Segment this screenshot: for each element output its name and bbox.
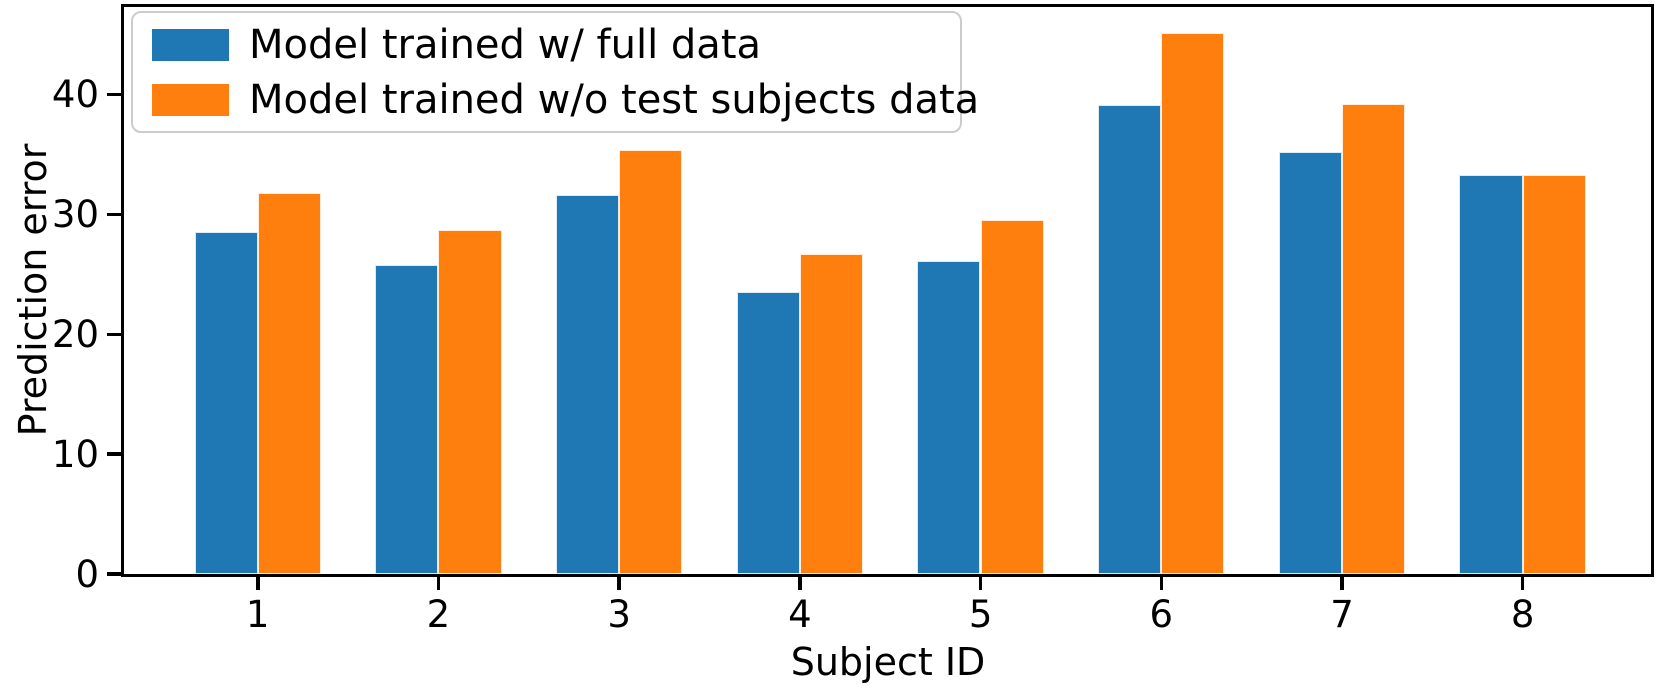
bar-subject-8-series-0 [1459,174,1523,574]
legend-label-0: Model trained w/ full data [249,21,762,68]
x-tick-label: 1 [245,593,270,636]
y-tick-mark [107,212,121,217]
x-axis-label: Subject ID [790,640,986,684]
legend-swatch-1 [152,83,229,116]
bar-subject-7-series-1 [1342,104,1406,574]
x-tick-mark [978,577,983,590]
y-tick-label: 40 [51,73,99,116]
x-tick-mark [1520,577,1525,590]
y-tick-label: 30 [51,192,99,236]
y-tick-label: 20 [51,312,99,356]
y-tick-mark [107,452,121,456]
legend-row-0: Model trained w/ full data [152,22,960,68]
bar-subject-5-series-0 [917,261,981,574]
bar-subject-4-series-0 [736,292,800,574]
bar-subject-8-series-1 [1522,174,1586,574]
x-tick-label: 8 [1510,593,1535,636]
y-tick-mark [107,92,121,97]
x-tick-label: 5 [968,593,993,636]
y-tick-mark [107,332,121,336]
legend: Model trained w/ full data Model trained … [131,11,979,133]
bar-subject-7-series-0 [1278,152,1342,574]
x-tick-mark [1340,577,1344,590]
x-tick-label: 7 [1330,593,1354,636]
bar-subject-1-series-1 [257,192,321,574]
x-tick-mark [1159,577,1163,590]
bar-subject-5-series-1 [980,220,1044,574]
x-tick-label: 6 [1149,593,1174,636]
x-tick-label: 3 [607,593,631,636]
bar-subject-1-series-0 [194,232,258,574]
bar-subject-3-series-1 [619,149,683,574]
legend-row-1: Model trained w/o test subjects data [152,77,979,123]
x-tick-mark [436,577,441,590]
y-axis-label: Prediction error [11,143,55,437]
bar-subject-6-series-1 [1161,33,1225,574]
y-tick-label: 10 [51,432,99,476]
x-tick-label: 2 [426,593,451,636]
y-tick-mark [107,572,121,576]
bar-subject-6-series-0 [1098,105,1162,574]
x-tick-mark [617,577,621,590]
bar-subject-2-series-1 [438,230,502,574]
bar-subject-2-series-0 [375,264,439,574]
x-tick-label: 4 [788,593,812,636]
bar-subject-3-series-0 [555,195,620,574]
x-tick-mark [256,577,260,590]
y-tick-label: 0 [75,552,99,596]
legend-label-1: Model trained w/o test subjects data [249,76,980,123]
legend-swatch-0 [152,28,229,61]
x-tick-mark [798,577,802,590]
plot-inner [124,7,1651,574]
bar-subject-4-series-1 [799,253,864,574]
